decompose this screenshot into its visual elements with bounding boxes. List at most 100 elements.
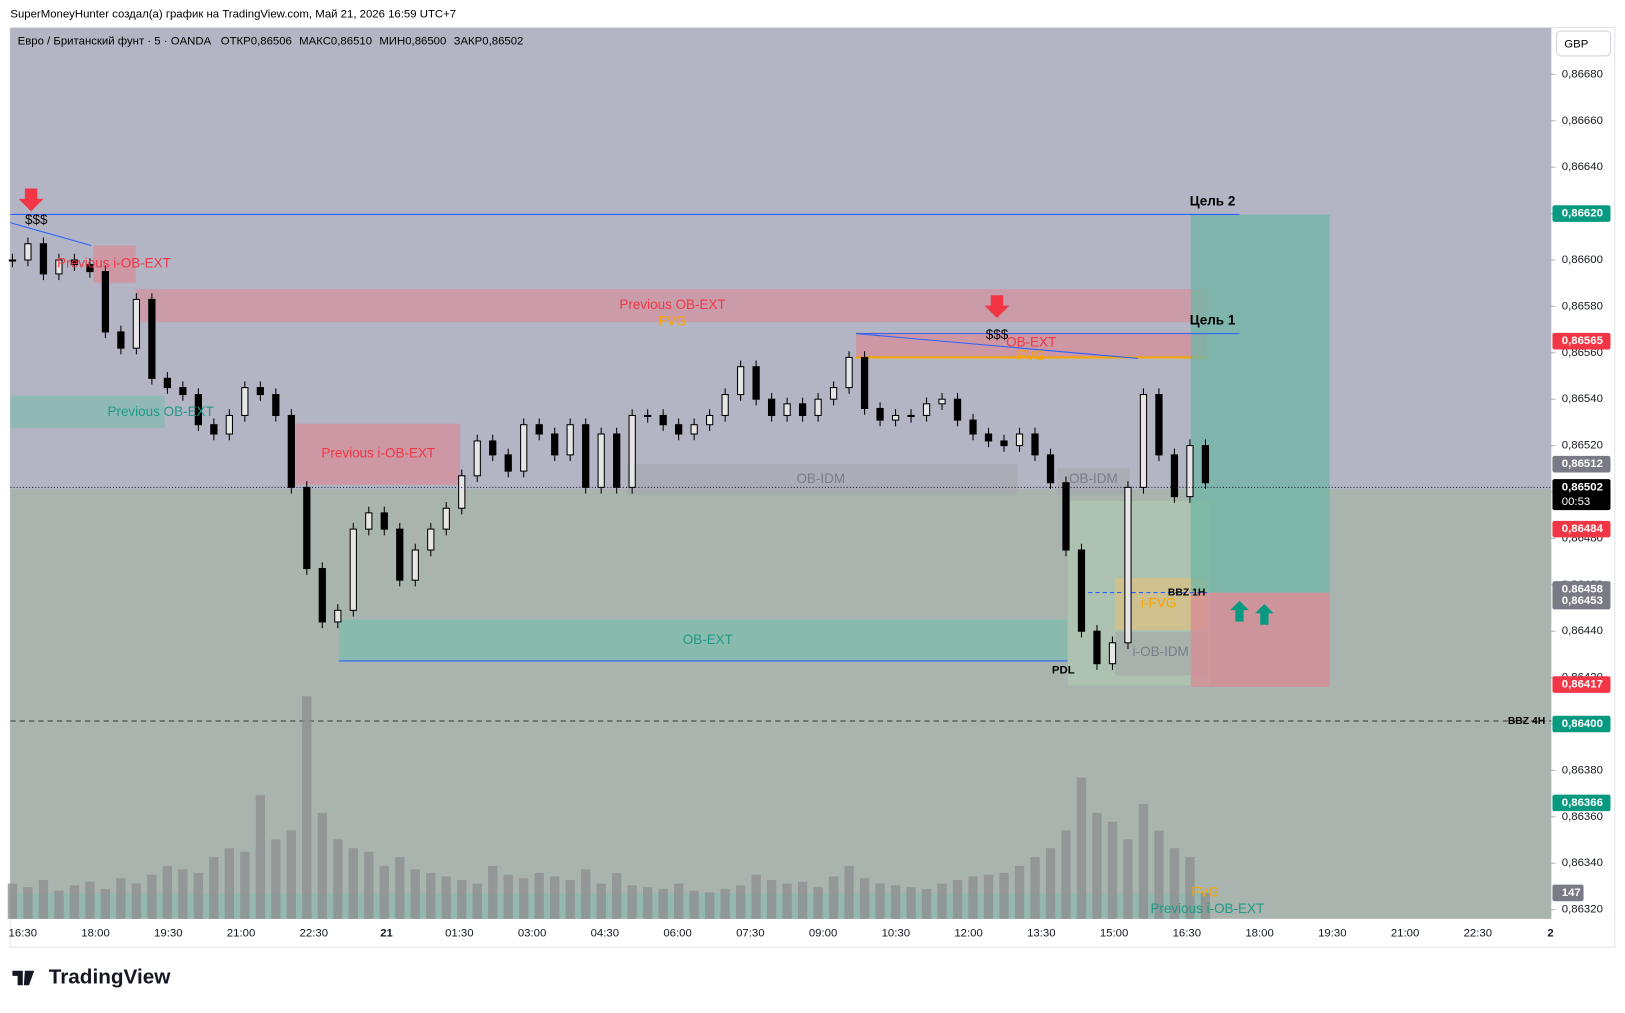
volume-bar xyxy=(100,888,111,919)
volume-bar xyxy=(952,880,963,919)
candle xyxy=(551,433,559,456)
candle xyxy=(86,264,94,273)
volume-bar xyxy=(379,865,389,919)
candle xyxy=(969,419,977,435)
candle xyxy=(582,424,590,488)
annotation: OB-IDM xyxy=(796,471,845,486)
candle xyxy=(256,387,264,396)
price-tag-label: 0,86366 xyxy=(1562,797,1603,809)
brand: TradingView xyxy=(49,965,172,988)
candle xyxy=(1108,642,1117,665)
candle xyxy=(318,568,326,623)
annotation: FVG xyxy=(1191,885,1219,900)
time-axis xyxy=(10,918,1615,947)
volume-bar xyxy=(766,880,777,919)
candle xyxy=(225,414,233,435)
x-tick-label: 01:30 xyxy=(445,927,473,939)
annotation: OB-IDM xyxy=(1069,471,1118,486)
candle xyxy=(613,433,621,488)
volume-bar xyxy=(317,812,327,919)
price-tag-label: 0,86512 xyxy=(1562,458,1603,470)
y-tick-label: 0,86600 xyxy=(1562,254,1603,266)
candle xyxy=(706,414,714,426)
currency-button[interactable] xyxy=(1556,30,1612,57)
candle xyxy=(922,403,931,416)
annotation: Previous i-OB-EXT xyxy=(1150,901,1264,916)
candle xyxy=(489,440,497,456)
candle xyxy=(907,414,915,417)
target-zone xyxy=(1190,214,1330,593)
volume-bar xyxy=(581,869,591,919)
zone xyxy=(135,289,1208,323)
annotation: i-FVG xyxy=(1141,596,1176,611)
y-tick-label: 0,86380 xyxy=(1562,764,1603,776)
candle xyxy=(1031,433,1039,456)
annotation: Цель 1 xyxy=(1190,313,1236,328)
volume-bar xyxy=(906,887,916,919)
volume-bar xyxy=(348,848,358,919)
arrow-down xyxy=(984,295,1010,319)
candle xyxy=(210,424,218,435)
volume-tag xyxy=(1552,884,1584,902)
ohlc-value: 0,86502 xyxy=(482,35,523,47)
volume-bar xyxy=(937,883,947,919)
x-tick-label: 22:30 xyxy=(1464,927,1492,939)
candle xyxy=(504,454,512,472)
price-tag xyxy=(1552,455,1611,473)
candle xyxy=(1015,433,1024,447)
candle xyxy=(1124,486,1132,644)
volume-bar xyxy=(193,872,204,919)
candle xyxy=(520,424,528,472)
y-tick-label: 0,86520 xyxy=(1562,440,1603,452)
candle xyxy=(39,243,48,275)
volume-bar xyxy=(813,887,823,919)
volume-bar xyxy=(1030,857,1040,919)
candle xyxy=(148,298,156,379)
volume-bar xyxy=(1185,857,1195,919)
volume-bar xyxy=(720,888,730,919)
annotation: Previous OB-EXT xyxy=(619,297,725,312)
annotation: FVG xyxy=(659,314,687,329)
candle xyxy=(938,398,946,405)
volume-bar xyxy=(333,839,343,919)
candle xyxy=(396,528,404,581)
zone xyxy=(93,245,136,283)
candle xyxy=(1201,445,1210,484)
candle xyxy=(690,424,698,435)
volume-bar xyxy=(472,883,482,919)
candle xyxy=(241,387,249,416)
price-tag-label: 0,86400 xyxy=(1562,718,1603,730)
price-tag-label: 0,86458 xyxy=(1562,583,1603,595)
annotation: Previous i-OB-EXT xyxy=(57,256,171,271)
volume-bar xyxy=(1061,830,1071,919)
countdown: 00:53 xyxy=(1562,496,1590,508)
volume-bar xyxy=(797,881,808,919)
annotations: Цель 2 Цель 1 $$$ $$$ Previous i-OB-EXT … xyxy=(25,194,1545,917)
volume-bar xyxy=(426,872,436,919)
candle xyxy=(891,414,900,421)
candle xyxy=(458,475,466,509)
candle xyxy=(1186,445,1194,498)
candle xyxy=(721,394,729,416)
volume-bar xyxy=(178,869,188,919)
annotation: $$$ xyxy=(25,212,48,227)
price-tag xyxy=(1552,520,1611,538)
x-tick-label: 18:00 xyxy=(81,927,109,939)
y-tick-label: 0,86320 xyxy=(1562,904,1603,916)
candle xyxy=(411,549,419,581)
candle xyxy=(8,259,17,262)
candle xyxy=(1170,454,1179,498)
arrow-down xyxy=(18,188,44,212)
price-axis xyxy=(1551,27,1615,919)
y-tick-label: 0,86340 xyxy=(1562,857,1603,869)
price-tag-label: 0,86484 xyxy=(1562,523,1604,535)
x-tick-label: 19:30 xyxy=(154,927,182,939)
currency[interactable]: GBP xyxy=(1564,39,1588,51)
volume-bar xyxy=(271,839,281,919)
volume-bar xyxy=(1045,848,1056,919)
x-tick-label: 16:30 xyxy=(9,927,37,939)
x-tick-label: 10:30 xyxy=(882,927,910,939)
y-tick-label: 0,86680 xyxy=(1562,68,1603,80)
candle xyxy=(675,424,683,435)
